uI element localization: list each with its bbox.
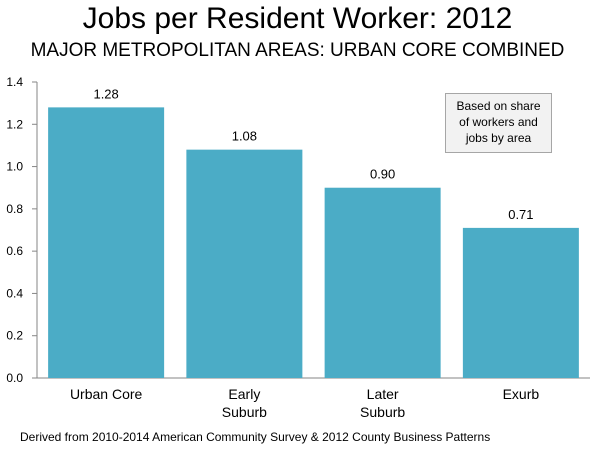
source-note: Derived from 2010-2014 American Communit…	[20, 430, 491, 444]
chart-subtitle: MAJOR METROPOLITAN AREAS: URBAN CORE COM…	[30, 40, 565, 61]
x-tick-label: Early Suburb	[222, 386, 267, 420]
y-tick-label: 0.0	[6, 371, 23, 385]
annotation-line: of workers and	[459, 115, 538, 129]
bar	[48, 107, 165, 378]
data-label: 0.71	[508, 207, 533, 222]
x-tick-label: Later Suburb	[360, 386, 405, 420]
y-tick-label: 0.6	[6, 244, 23, 258]
y-tick-label: 1.0	[6, 160, 23, 174]
x-tick-label: Exurb	[503, 386, 540, 402]
data-label: 0.90	[370, 167, 395, 182]
y-tick-label: 1.2	[6, 117, 23, 131]
data-label: 1.28	[93, 86, 118, 101]
data-label: 1.08	[232, 129, 257, 144]
chart-title: Jobs per Resident Worker: 2012	[82, 2, 513, 35]
bar	[324, 187, 441, 378]
bar	[462, 227, 579, 378]
y-tick-label: 0.8	[6, 202, 23, 216]
y-tick-label: 1.4	[6, 75, 23, 89]
y-tick-label: 0.4	[6, 286, 23, 300]
annotation-box: Based on share of workers and jobs by ar…	[445, 93, 552, 153]
annotation-line: Based on share	[456, 99, 541, 113]
x-tick-label: Urban Core	[70, 386, 143, 402]
bar	[186, 149, 303, 378]
annotation-line: jobs by area	[465, 131, 532, 145]
y-tick-label: 0.2	[6, 329, 23, 343]
